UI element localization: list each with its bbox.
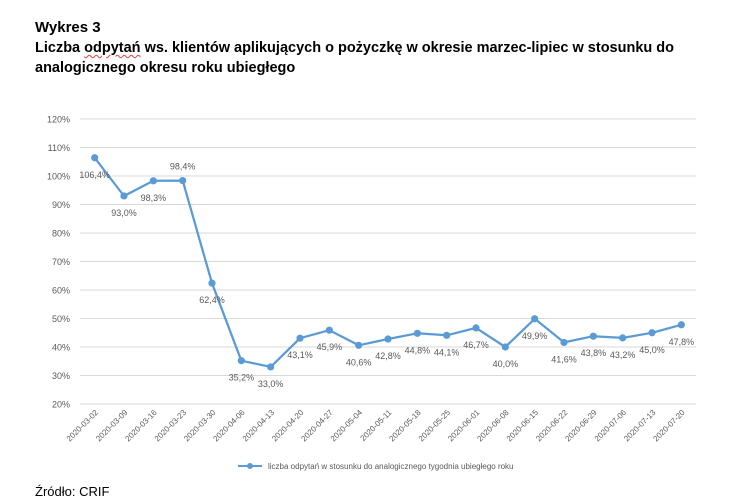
data-point (237, 357, 245, 365)
data-point (648, 329, 656, 337)
data-label: 98,3% (141, 193, 167, 203)
data-label: 40,0% (493, 359, 519, 369)
y-tick-label: 70% (52, 257, 70, 267)
data-label: 40,6% (346, 357, 372, 367)
x-tick-label: 2020-07-20 (651, 408, 687, 444)
data-label: 46,7% (463, 340, 489, 350)
legend-marker (247, 463, 253, 469)
data-label: 44,1% (434, 347, 460, 357)
y-tick-label: 20% (52, 400, 70, 410)
data-point (531, 315, 539, 323)
data-label: 45,0% (639, 345, 665, 355)
y-tick-label: 40% (52, 343, 70, 353)
source-note: Źródło: CRIF (35, 484, 110, 499)
y-tick-label: 80% (52, 229, 70, 239)
data-label: 33,0% (258, 379, 284, 389)
y-tick-label: 60% (52, 286, 70, 296)
title-word-1: Liczba (35, 40, 81, 56)
data-label: 43,1% (287, 350, 313, 360)
data-point (91, 154, 99, 162)
data-point (501, 343, 509, 351)
data-point (560, 338, 568, 347)
data-label: 41,6% (551, 354, 577, 364)
line-chart: 20% 30% 40% 50% 60% 70% 80% 90% 100% 110% 120% 2020… (47, 115, 696, 471)
data-label: 44,8% (405, 345, 431, 355)
data-point (384, 335, 392, 343)
data-label: 98,4% (170, 162, 196, 172)
data-point (208, 279, 216, 287)
y-tick-label: 100% (47, 172, 70, 182)
data-label: 62,4% (199, 295, 225, 305)
figure-label: Wykres 3 (35, 19, 101, 36)
y-tick-label: 120% (47, 115, 70, 125)
data-point (149, 177, 157, 185)
data-label: 45,9% (317, 342, 343, 352)
y-tick-label: 90% (52, 200, 70, 210)
data-point (355, 341, 363, 349)
data-label: 49,9% (522, 331, 548, 341)
data-point (296, 334, 304, 342)
legend-label: liczba odpytań w stosunku do analogiczne… (268, 462, 514, 471)
data-label: 35,2% (229, 373, 255, 383)
data-point (589, 332, 597, 340)
chart-heading: Wykres 3 Liczba odpytań ws. klientów apl… (35, 18, 725, 78)
y-tick-label: 110% (48, 143, 70, 153)
data-point (267, 363, 275, 371)
title-rest: ws. klientów aplikujących o pożyczkę w o… (35, 40, 674, 76)
data-point (120, 192, 128, 200)
data-point (413, 329, 421, 337)
data-label: 106,4% (79, 170, 110, 180)
data-point (325, 326, 333, 334)
data-label: 43,2% (610, 350, 636, 360)
data-point (677, 321, 685, 329)
title-word-spellcheck: odpytań (84, 40, 141, 56)
data-label: 42,8% (375, 351, 401, 361)
data-label: 93,0% (111, 208, 137, 218)
y-tick-label: 30% (52, 371, 70, 381)
y-tick-label: 50% (52, 314, 70, 324)
data-point (179, 176, 187, 185)
data-point (472, 324, 480, 332)
data-point (443, 331, 451, 339)
data-point (619, 334, 627, 342)
data-label: 47,8% (669, 337, 695, 347)
data-label: 43,8% (581, 348, 607, 358)
chart-title: Liczba odpytań ws. klientów aplikujących… (35, 38, 725, 78)
